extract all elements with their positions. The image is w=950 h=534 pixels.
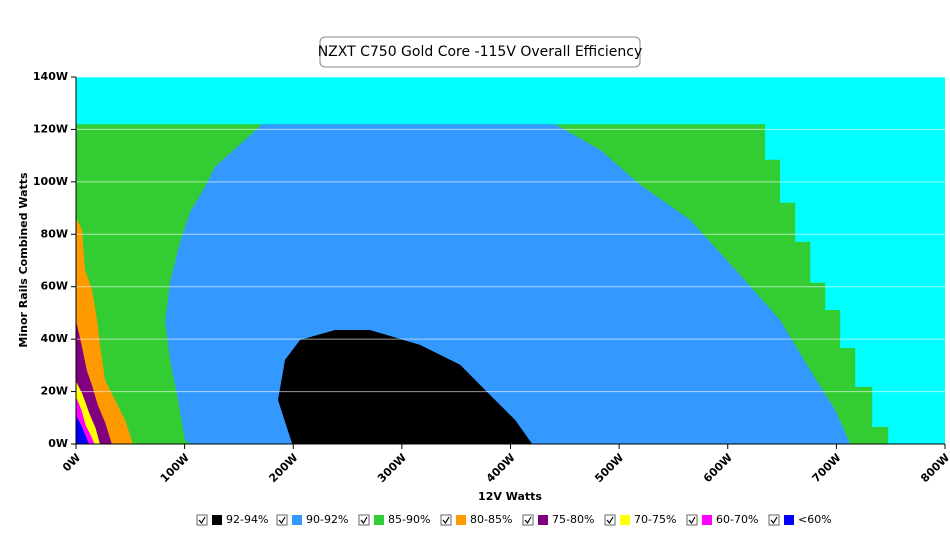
legend-checkbox[interactable]	[686, 514, 698, 526]
y-tick-label: 80W	[41, 227, 68, 240]
x-axis-title: 12V Watts	[478, 490, 542, 503]
plot-area	[76, 76, 945, 445]
x-tick-label: 400W	[484, 451, 518, 485]
y-tick-label: 120W	[33, 122, 68, 135]
legend-check	[524, 516, 532, 525]
legend-checkbox[interactable]	[768, 514, 780, 526]
legend-check	[360, 516, 368, 525]
legend-label: 90-92%	[306, 513, 348, 526]
legend-swatch	[456, 515, 466, 525]
legend-label: 80-85%	[470, 513, 512, 526]
legend-label: 60-70%	[716, 513, 758, 526]
legend-checkbox[interactable]	[440, 514, 452, 526]
legend: 92-94% 90-92% 85-90% 80-85% 75-80% 70-75% 60-7…	[196, 513, 832, 526]
legend-label: 92-94%	[226, 513, 268, 526]
y-tick-label: 40W	[41, 332, 68, 345]
title-box	[319, 36, 641, 68]
x-tick-label: 0W	[60, 451, 83, 474]
y-axis-title: Minor Rails Combined Watts	[17, 172, 30, 348]
legend-swatch	[374, 515, 384, 525]
y-tick-label: 0W	[48, 437, 68, 450]
chart-title: NZXT C750 Gold Core -115V Overall Effici…	[318, 44, 643, 60]
legend-checkbox[interactable]	[196, 514, 208, 526]
y-tick-label: 20W	[41, 385, 68, 398]
x-tick-label: 500W	[592, 451, 626, 485]
x-tick-label: 800W	[918, 451, 950, 485]
x-tick-label: 300W	[375, 451, 409, 485]
legend-swatch	[292, 515, 302, 525]
legend-label: <60%	[798, 513, 832, 526]
efficiency-region	[278, 330, 533, 444]
legend-check	[198, 516, 206, 525]
x-tick-label: 700W	[810, 451, 844, 485]
legend-check	[278, 516, 286, 525]
legend-checkbox[interactable]	[604, 514, 616, 526]
y-tick-label: 100W	[33, 175, 68, 188]
y-tick-label: 60W	[41, 280, 68, 293]
legend-label: 75-80%	[552, 513, 594, 526]
x-tick-label: 100W	[158, 451, 192, 485]
legend-check	[770, 516, 778, 525]
legend-swatch	[212, 515, 222, 525]
x-tick-label: 200W	[266, 451, 300, 485]
legend-swatch	[702, 515, 712, 525]
legend-label: 70-75%	[634, 513, 676, 526]
legend-checkbox[interactable]	[276, 514, 288, 526]
legend-checkbox[interactable]	[522, 514, 534, 526]
legend-check	[688, 516, 696, 525]
legend-checkbox[interactable]	[358, 514, 370, 526]
legend-label: 85-90%	[388, 513, 430, 526]
legend-swatch	[538, 515, 548, 525]
y-tick-label: 140W	[33, 70, 68, 83]
efficiency-region	[76, 415, 89, 444]
legend-swatch	[620, 515, 630, 525]
legend-swatch	[784, 515, 794, 525]
legend-check	[442, 516, 450, 525]
legend-check	[606, 516, 614, 525]
x-tick-label: 600W	[701, 451, 735, 485]
